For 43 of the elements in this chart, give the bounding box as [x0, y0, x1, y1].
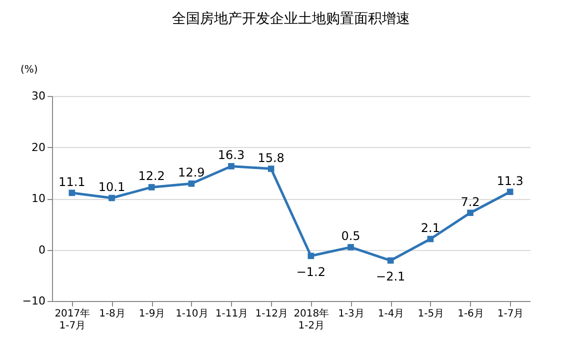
x-tick-label: 1-8月 [99, 308, 126, 320]
data-label: 11.1 [58, 174, 86, 189]
data-label: 11.3 [496, 174, 524, 188]
x-tick-label: 1-3月 [338, 308, 364, 320]
point [348, 244, 354, 250]
x-tick-label: 1-5月 [418, 308, 444, 320]
data-label: 7.2 [460, 194, 480, 209]
point [228, 163, 234, 170]
data-label: 0.5 [341, 229, 360, 244]
x-tick-label: 1-11月 [215, 308, 248, 320]
y-tick-label: 20 [32, 140, 46, 154]
point [387, 257, 394, 264]
x-tick-label: 1-6月 [458, 308, 484, 320]
point [427, 236, 434, 242]
point [148, 184, 155, 190]
y-tick-label: 10 [32, 192, 46, 205]
x-tick-label: 1-12月 [255, 308, 288, 320]
point [467, 210, 474, 216]
x-tick-label: 1-10月 [176, 308, 208, 320]
data-label: 2.1 [420, 220, 440, 235]
data-label: 16.3 [218, 148, 245, 162]
data-label: 15.8 [258, 150, 284, 165]
point [108, 194, 115, 202]
data-label: −2.1 [376, 270, 406, 284]
x-tick-label: 1-9月 [138, 308, 166, 320]
data-label: 10.1 [98, 180, 126, 194]
point [188, 180, 195, 187]
x-tick-label: 2018年 1-2月 [294, 308, 330, 332]
x-tick-label: 2017年 1-7月 [54, 308, 90, 332]
data-label: 12.9 [178, 166, 205, 180]
chart-title: 全国房地产开发企业土地购置面积增速 [172, 11, 410, 27]
point [268, 166, 274, 172]
y-axis-title: (%) [20, 64, 38, 76]
y-tick-label: 0 [38, 243, 46, 256]
point [308, 252, 314, 260]
x-tick-label: 1-7月 [497, 308, 524, 320]
data-label: −1.2 [296, 264, 326, 279]
point [506, 188, 514, 195]
point [68, 190, 76, 196]
data-label: 12.2 [138, 169, 165, 184]
x-tick-label: 1-4月 [378, 308, 404, 320]
y-tick-label: −10 [22, 294, 46, 308]
y-tick-label: 30 [32, 90, 46, 102]
